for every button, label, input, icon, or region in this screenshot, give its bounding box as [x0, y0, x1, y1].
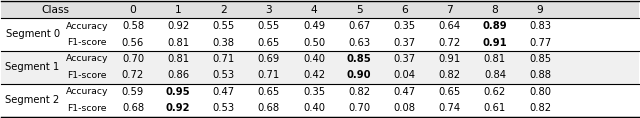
Text: 4: 4 [310, 5, 317, 15]
Text: 0.42: 0.42 [303, 70, 325, 80]
Text: 0.40: 0.40 [303, 103, 325, 113]
Bar [1, 18, 639, 34]
Text: 0.85: 0.85 [529, 54, 551, 64]
Text: 0.37: 0.37 [394, 54, 415, 64]
Text: 0.71: 0.71 [257, 70, 280, 80]
Text: 0.08: 0.08 [394, 103, 415, 113]
Text: 0.04: 0.04 [394, 70, 415, 80]
Text: 0.86: 0.86 [167, 70, 189, 80]
Bar [1, 1, 639, 18]
Text: 2: 2 [220, 5, 227, 15]
Text: 0.47: 0.47 [394, 87, 415, 97]
Text: 0.82: 0.82 [529, 103, 551, 113]
Text: 0.65: 0.65 [438, 87, 461, 97]
Text: 0.35: 0.35 [303, 87, 325, 97]
Text: 0.81: 0.81 [484, 54, 506, 64]
Text: 0.53: 0.53 [212, 70, 234, 80]
Text: 6: 6 [401, 5, 408, 15]
Text: 3: 3 [266, 5, 272, 15]
Text: 0.67: 0.67 [348, 21, 371, 31]
Bar [1, 84, 639, 100]
Text: 0.56: 0.56 [122, 38, 144, 48]
Text: 5: 5 [356, 5, 362, 15]
Text: 0.92: 0.92 [166, 103, 191, 113]
Text: 0.82: 0.82 [348, 87, 371, 97]
Text: 0.47: 0.47 [212, 87, 234, 97]
Text: 0.70: 0.70 [348, 103, 371, 113]
Text: 0.71: 0.71 [212, 54, 235, 64]
Text: Segment 1: Segment 1 [6, 62, 60, 72]
Bar [1, 51, 639, 67]
Text: 0.35: 0.35 [394, 21, 415, 31]
Text: Segment 2: Segment 2 [6, 95, 60, 105]
Text: 0.89: 0.89 [483, 21, 508, 31]
Text: 0.61: 0.61 [484, 103, 506, 113]
Text: Accuracy: Accuracy [66, 22, 108, 31]
Text: 7: 7 [446, 5, 453, 15]
Text: 0.88: 0.88 [529, 70, 551, 80]
Text: 9: 9 [537, 5, 543, 15]
Bar [1, 67, 639, 84]
Text: 1: 1 [175, 5, 182, 15]
Text: 0.77: 0.77 [529, 38, 551, 48]
Text: 0.74: 0.74 [438, 103, 461, 113]
Bar [1, 34, 639, 51]
Text: 0.50: 0.50 [303, 38, 325, 48]
Text: 0.80: 0.80 [529, 87, 551, 97]
Text: 0.65: 0.65 [257, 87, 280, 97]
Text: 0.81: 0.81 [167, 38, 189, 48]
Text: 0.40: 0.40 [303, 54, 325, 64]
Text: 0.72: 0.72 [438, 38, 461, 48]
Text: 0.91: 0.91 [483, 38, 508, 48]
Text: Class: Class [42, 5, 70, 15]
Text: 0: 0 [129, 5, 136, 15]
Text: 0.65: 0.65 [257, 38, 280, 48]
Text: 0.55: 0.55 [212, 21, 235, 31]
Text: 0.90: 0.90 [347, 70, 371, 80]
Text: 0.62: 0.62 [484, 87, 506, 97]
Text: 0.70: 0.70 [122, 54, 144, 64]
Text: 0.68: 0.68 [122, 103, 144, 113]
Text: Segment 0: Segment 0 [6, 29, 60, 39]
Text: 0.68: 0.68 [258, 103, 280, 113]
Text: 8: 8 [492, 5, 499, 15]
Text: 0.63: 0.63 [348, 38, 371, 48]
Text: 0.72: 0.72 [122, 70, 144, 80]
Text: Accuracy: Accuracy [66, 87, 108, 96]
Text: F1-score: F1-score [67, 38, 107, 47]
Text: 0.92: 0.92 [167, 21, 189, 31]
Text: 0.85: 0.85 [347, 54, 372, 64]
Text: 0.37: 0.37 [394, 38, 415, 48]
Text: 0.49: 0.49 [303, 21, 325, 31]
Text: 0.53: 0.53 [212, 103, 234, 113]
Text: 0.91: 0.91 [438, 54, 461, 64]
Text: 0.55: 0.55 [257, 21, 280, 31]
Text: F1-score: F1-score [67, 71, 107, 80]
Text: 0.95: 0.95 [166, 87, 191, 97]
Text: 0.58: 0.58 [122, 21, 144, 31]
Text: Accuracy: Accuracy [66, 55, 108, 63]
Text: 0.81: 0.81 [167, 54, 189, 64]
Text: 0.38: 0.38 [212, 38, 234, 48]
Text: 0.69: 0.69 [257, 54, 280, 64]
Text: 0.59: 0.59 [122, 87, 144, 97]
Text: F1-score: F1-score [67, 104, 107, 113]
Text: 0.82: 0.82 [438, 70, 461, 80]
Bar [1, 100, 639, 117]
Text: 0.64: 0.64 [438, 21, 461, 31]
Text: 0.84: 0.84 [484, 70, 506, 80]
Text: 0.83: 0.83 [529, 21, 551, 31]
